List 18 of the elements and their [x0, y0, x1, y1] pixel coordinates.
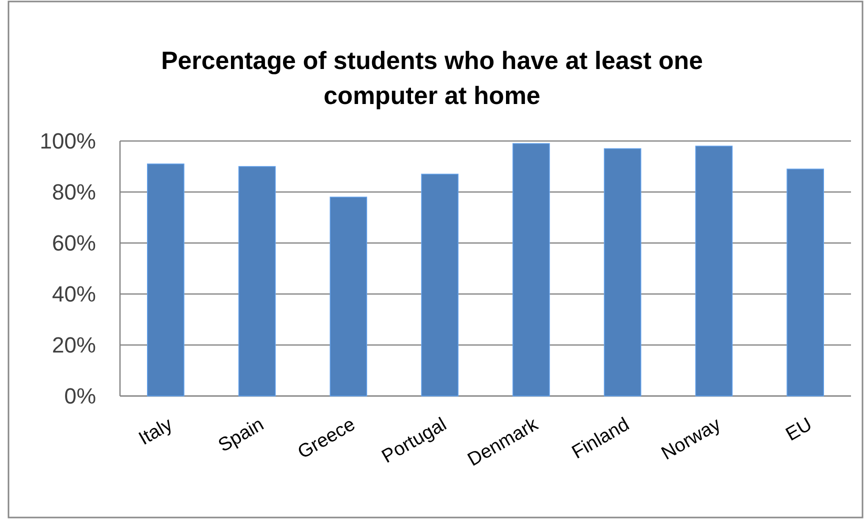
y-tick-label: 40%: [52, 282, 96, 307]
bar: [147, 164, 184, 396]
chart-title: Percentage of students who have at least one computer at home: [161, 47, 703, 110]
bar: [604, 148, 642, 396]
bar: [695, 146, 733, 396]
y-tick-label: 100%: [40, 128, 96, 154]
bar: [421, 174, 458, 396]
y-tick-label: 60%: [52, 230, 96, 256]
y-tick-label: 0%: [64, 384, 96, 409]
bar: [238, 166, 276, 396]
x-tick-label: EU: [782, 414, 816, 446]
x-tick-label: Spain: [214, 414, 268, 457]
bar: [330, 196, 368, 396]
y-tick-label: 80%: [52, 180, 96, 205]
bar: [786, 168, 824, 396]
x-tick-label: Italy: [136, 414, 177, 450]
bar: [512, 143, 550, 396]
y-tick-label: 20%: [52, 332, 96, 358]
